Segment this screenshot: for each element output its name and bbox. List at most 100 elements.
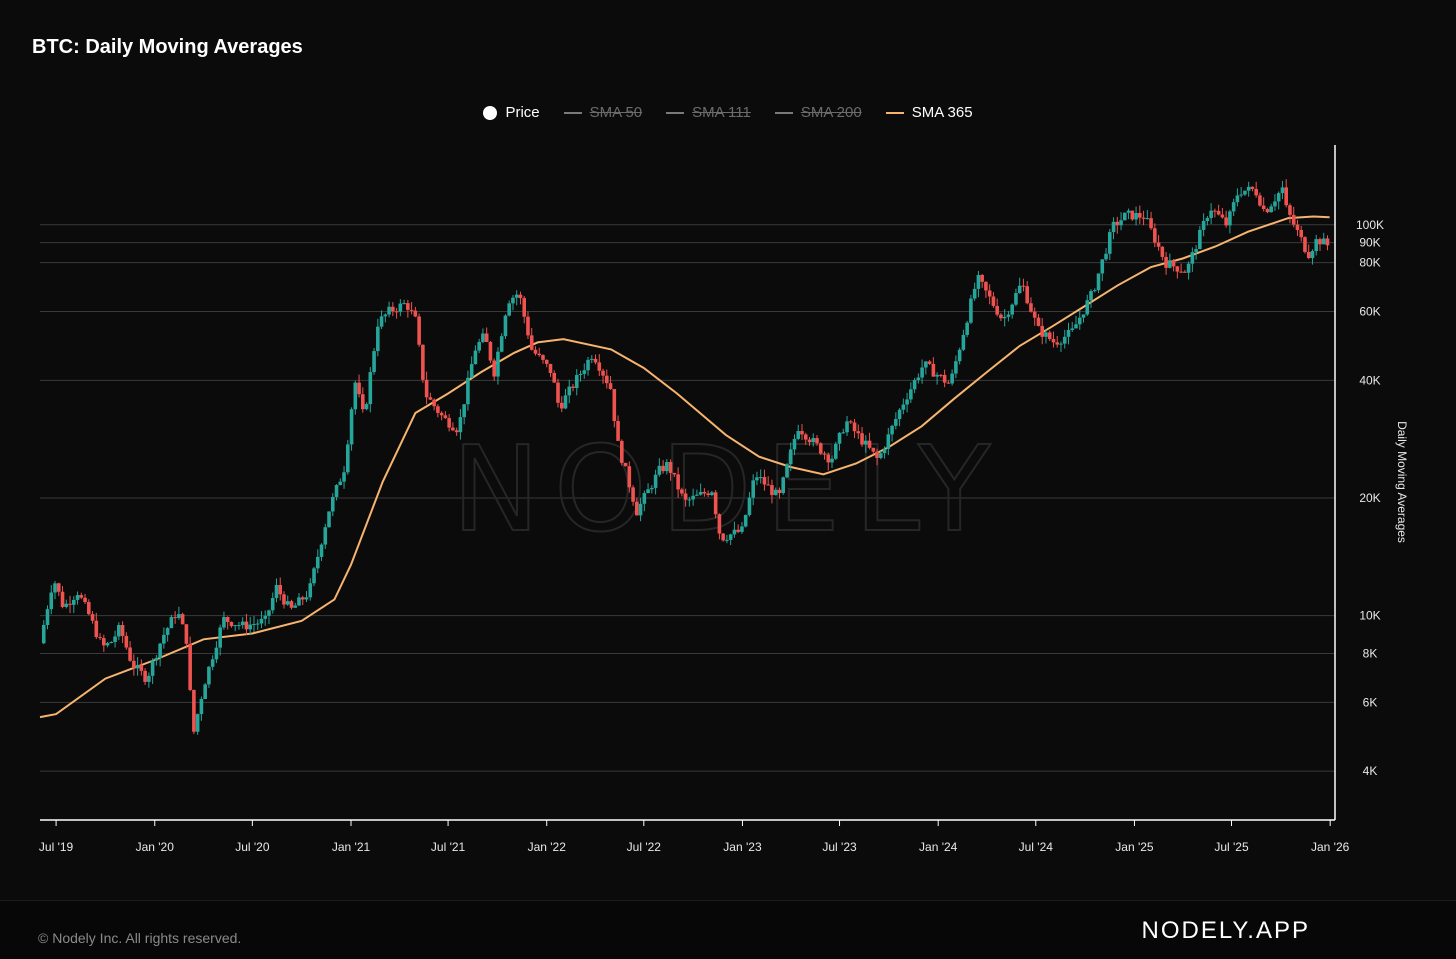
candle-body: [706, 493, 710, 495]
candle-body: [657, 465, 662, 475]
candle-body: [984, 281, 988, 291]
candle-body: [364, 404, 369, 410]
copyright-text: © Nodely Inc. All rights reserved.: [38, 930, 242, 946]
candle-body: [833, 443, 838, 459]
candle-body: [788, 449, 793, 465]
candle-body: [1194, 249, 1198, 253]
candle-body: [736, 529, 740, 532]
candle-body: [1276, 193, 1281, 202]
legend-item-price[interactable]: Price: [483, 104, 540, 121]
candle-body: [1205, 218, 1210, 221]
candle-body: [1032, 311, 1037, 318]
candle-body: [837, 432, 842, 444]
candle-body: [147, 675, 151, 682]
candle-body: [1310, 251, 1315, 259]
sma-365-line: [39, 215, 1330, 719]
y-tick-label: 8K: [1363, 647, 1378, 661]
candle-body: [931, 363, 936, 377]
candle-body: [672, 472, 677, 475]
legend-item-sma-200[interactable]: SMA 200: [774, 104, 862, 121]
candle-body: [394, 311, 399, 313]
candle-body: [162, 634, 166, 644]
candle-body: [856, 431, 861, 434]
candle-body: [845, 421, 849, 433]
x-tick-label: Jan '20: [136, 840, 175, 854]
candle-body: [1213, 210, 1217, 212]
candle-body: [620, 440, 624, 463]
candle-body: [743, 515, 748, 527]
candle-body: [1254, 188, 1258, 196]
candle-body: [927, 361, 932, 364]
candle-body: [312, 568, 316, 584]
candle-body: [1089, 291, 1093, 301]
candle-body: [214, 647, 219, 660]
candle-body: [631, 487, 635, 502]
candle-body: [604, 375, 609, 384]
candle-body: [278, 584, 283, 595]
candle-body: [792, 438, 797, 450]
candle-body: [428, 397, 433, 400]
candle-body: [1243, 190, 1247, 195]
candle-body: [244, 621, 249, 630]
candle-body: [755, 477, 759, 481]
candle-body: [1017, 285, 1022, 294]
candle-body: [477, 342, 481, 351]
candle-body: [361, 394, 365, 410]
candle-body: [439, 412, 444, 416]
candle-body: [548, 363, 553, 374]
candle-body: [511, 297, 515, 304]
chart-title: BTC: Daily Moving Averages: [32, 36, 303, 58]
candle-body: [132, 660, 136, 669]
candle-body: [1122, 212, 1127, 221]
candle-body: [762, 477, 767, 485]
candle-body: [1246, 186, 1251, 191]
candle-body: [1273, 201, 1277, 207]
candle-body: [222, 617, 226, 628]
candle-body: [529, 335, 534, 350]
candle-body: [803, 434, 808, 440]
candle-body: [436, 406, 440, 413]
legend-item-sma-111[interactable]: SMA 111: [666, 104, 751, 121]
candle-body: [368, 372, 373, 405]
candle-body: [1179, 271, 1183, 273]
candle-body: [424, 379, 429, 398]
candle-body: [612, 389, 617, 422]
candle-body: [1228, 211, 1232, 226]
candle-body: [909, 389, 913, 400]
chart-area: [0, 0, 1456, 900]
candle-body: [999, 314, 1003, 319]
candle-body: [687, 499, 692, 501]
candle-body: [574, 374, 579, 388]
candle-body: [991, 296, 996, 306]
candle-body: [571, 386, 575, 388]
candle-body: [890, 425, 894, 435]
candle-body: [255, 623, 260, 625]
y-tick-label: 60K: [1359, 304, 1380, 318]
candle-body: [1168, 260, 1172, 268]
candle-body: [800, 431, 804, 435]
candle-body: [848, 421, 853, 423]
candle-body: [1175, 266, 1180, 272]
candle-body: [818, 443, 823, 454]
x-tick-label: Jul '23: [822, 840, 857, 854]
chart-plot: NODELY 4K 6K 8K 10K 20K 40K 60K 80K 90K 100K Jul '…: [39, 145, 1409, 854]
candle-body: [173, 617, 177, 619]
candle-body: [920, 367, 924, 378]
candle-body: [469, 364, 474, 378]
candle-body: [387, 306, 391, 315]
candle-body: [563, 395, 568, 409]
candle-body: [135, 664, 140, 669]
candle-body: [589, 358, 594, 360]
candle-body: [518, 294, 523, 299]
candle-body: [184, 624, 189, 644]
candle-body: [75, 595, 80, 600]
candle-body: [293, 605, 298, 608]
candle-body: [567, 386, 572, 396]
candle-body: [327, 511, 331, 528]
candle-body: [120, 625, 125, 636]
legend-item-sma-50[interactable]: SMA 50: [563, 104, 642, 121]
candle-body: [177, 614, 181, 618]
candle-body: [240, 621, 245, 626]
candle-body: [1014, 293, 1018, 305]
legend-item-sma-365[interactable]: SMA 365: [885, 104, 973, 121]
